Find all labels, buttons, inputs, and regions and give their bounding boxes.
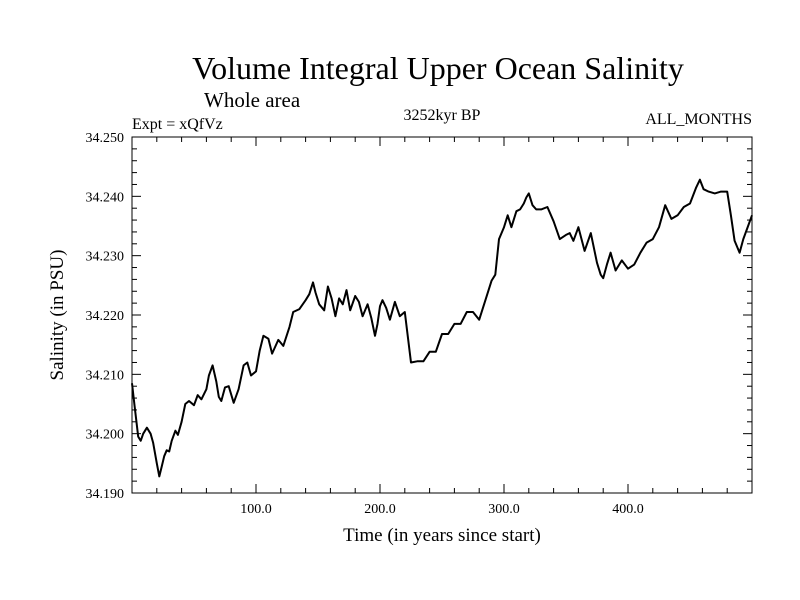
y-tick-label: 34.190	[86, 487, 125, 502]
x-tick-label: 100.0	[240, 502, 272, 517]
x-tick-label: 400.0	[612, 502, 644, 517]
y-tick-label: 34.240	[86, 190, 125, 205]
chart-subtitle: Whole area	[204, 88, 301, 112]
salinity-line	[131, 178, 753, 478]
y-tick-label: 34.200	[86, 428, 125, 443]
chart-title: Volume Integral Upper Ocean Salinity	[192, 50, 684, 86]
y-tick-label: 34.210	[86, 368, 125, 383]
x-tick-label: 300.0	[488, 502, 520, 517]
x-axis-label: Time (in years since start)	[343, 525, 541, 546]
x-axis-tick-labels: 100.0 200.0 300.0 400.0	[240, 502, 644, 517]
months-label: ALL_MONTHS	[645, 111, 752, 128]
y-tick-label: 34.220	[86, 309, 125, 324]
x-tick-label: 200.0	[364, 502, 396, 517]
plot-frame	[131, 136, 753, 494]
period-label: 3252kyr BP	[404, 107, 481, 124]
y-tick-label: 34.230	[86, 250, 125, 265]
experiment-label: Expt = xQfVz	[132, 116, 223, 133]
y-axis-label: Salinity (in PSU)	[47, 250, 68, 381]
y-tick-label: 34.250	[86, 131, 125, 146]
y-axis-tick-labels: 34.190 34.200 34.210 34.220 34.230 34.240 34.2…	[86, 131, 125, 502]
x-axis-ticks	[156, 137, 728, 493]
y-axis-ticks	[132, 136, 752, 494]
